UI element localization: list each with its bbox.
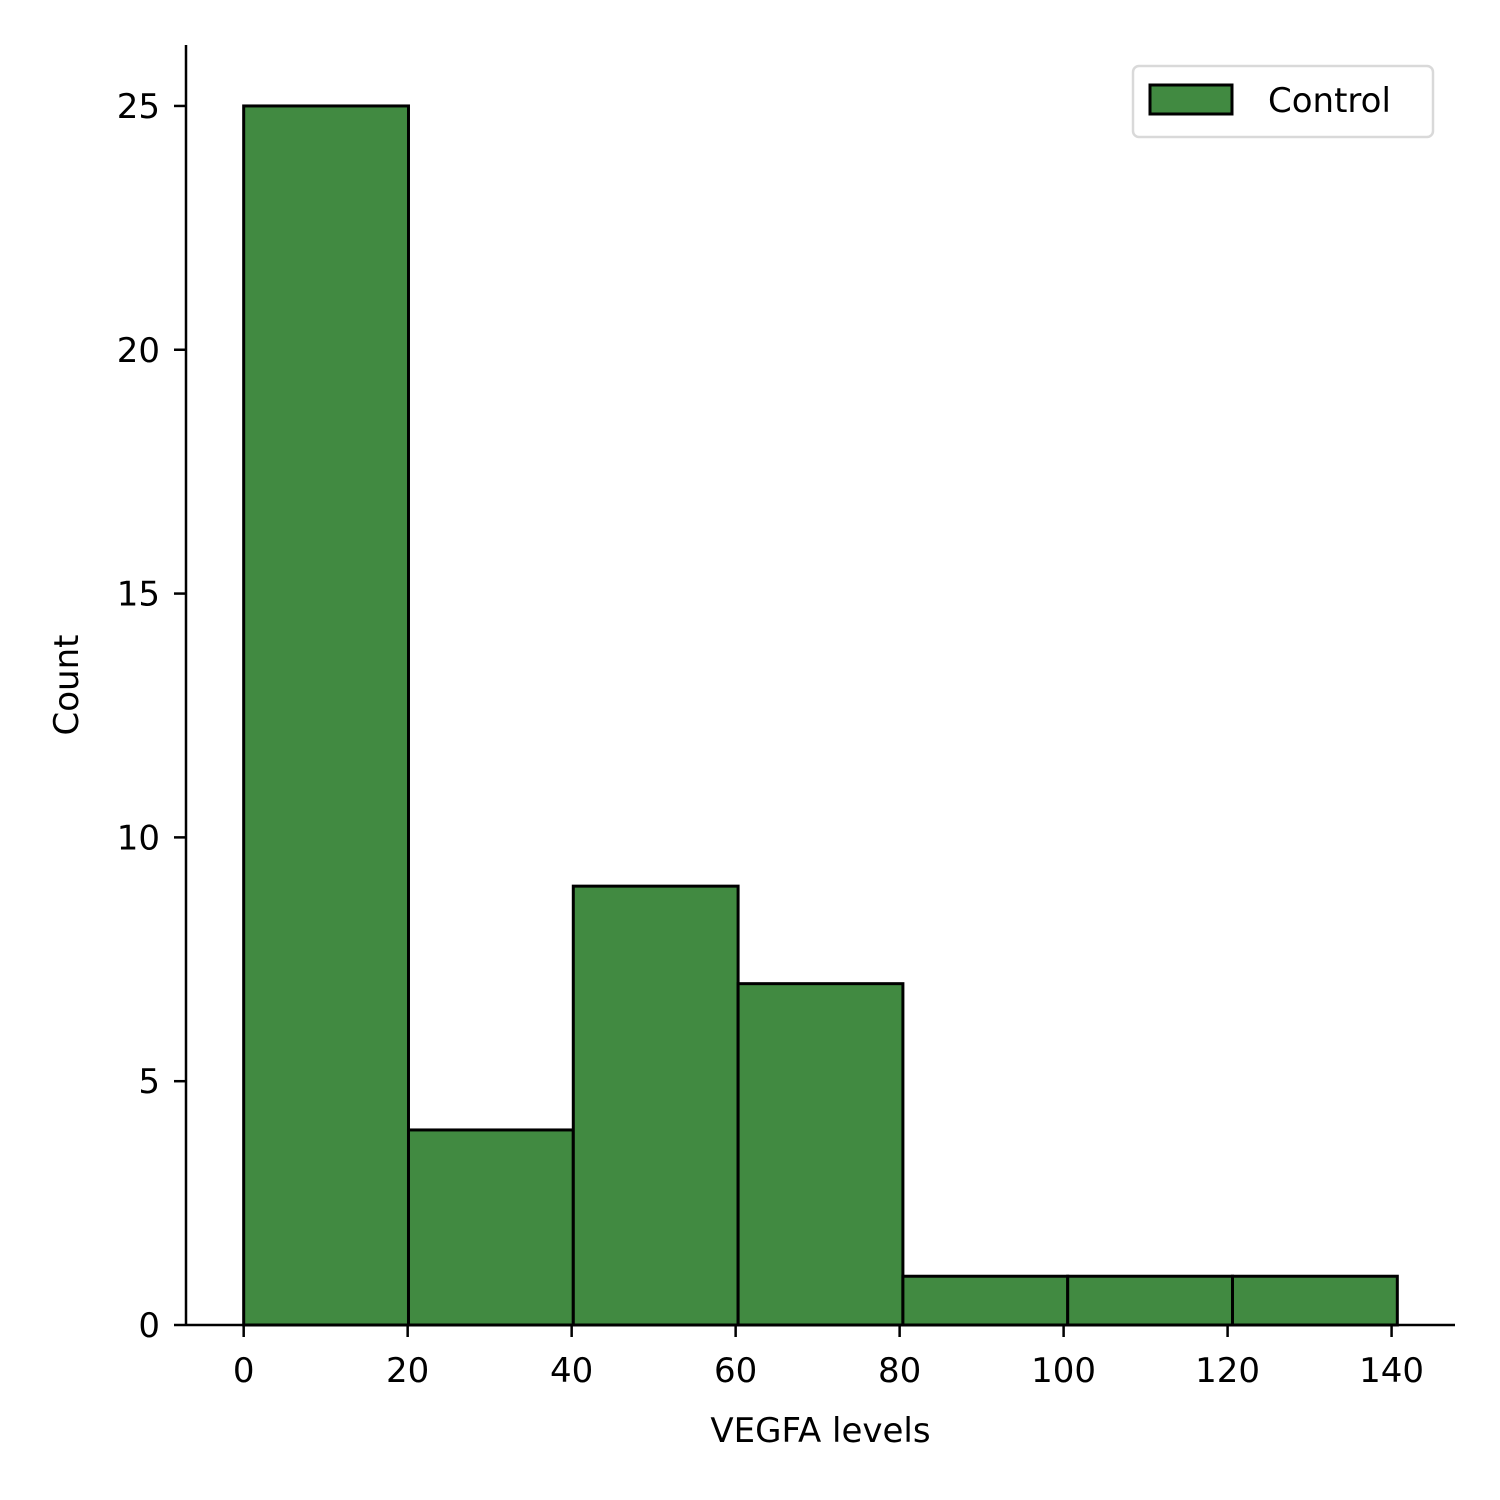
y-tick-label-0: 0 <box>138 1306 160 1346</box>
x-tick-label-7: 140 <box>1359 1351 1424 1391</box>
histogram-bar-2 <box>571 884 740 1327</box>
histogram-bar-6 <box>1231 1274 1399 1327</box>
legend-label-control: Control <box>1268 81 1391 121</box>
x-tick-label-3: 60 <box>714 1351 757 1391</box>
x-tick-label-1: 20 <box>386 1351 429 1391</box>
x-ticks-group: 0 20 40 60 80 100 120 140 <box>233 1325 1424 1391</box>
bars-group <box>242 104 1399 1327</box>
histogram-bar-1 <box>406 1128 575 1327</box>
y-ticks-group: 0 5 10 15 20 25 <box>117 87 186 1346</box>
y-tick-label-1: 5 <box>138 1062 160 1102</box>
histogram-bar-5 <box>1066 1274 1235 1327</box>
x-tick-label-6: 120 <box>1195 1351 1260 1391</box>
histogram-bar-0 <box>242 104 410 1327</box>
y-tick-label-4: 20 <box>117 331 160 371</box>
y-tick-label-3: 15 <box>117 575 160 615</box>
legend: Control <box>1131 64 1435 139</box>
y-axis-label: Count <box>47 635 87 736</box>
legend-swatch <box>1148 83 1234 116</box>
x-tick-label-4: 80 <box>878 1351 921 1391</box>
y-tick-label-5: 25 <box>117 87 160 127</box>
x-tick-label-2: 40 <box>550 1351 593 1391</box>
y-tick-label-2: 10 <box>117 818 160 858</box>
histogram-bar-4 <box>901 1274 1070 1327</box>
histogram-bar-3 <box>736 982 905 1327</box>
axes-group <box>184 45 1455 1327</box>
x-tick-label-5: 100 <box>1031 1351 1096 1391</box>
x-axis-label: VEGFA levels <box>710 1411 930 1451</box>
x-tick-label-0: 0 <box>233 1351 255 1391</box>
